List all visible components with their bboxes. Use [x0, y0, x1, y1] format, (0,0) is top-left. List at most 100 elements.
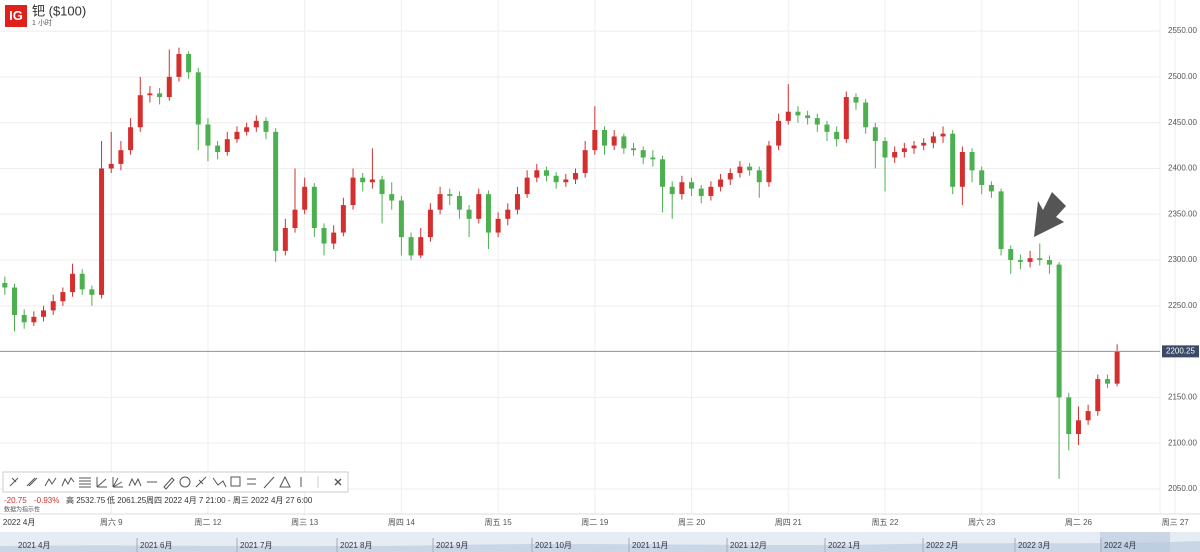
candle-body	[814, 118, 820, 125]
toolbar-box	[2, 471, 349, 493]
tool-icon[interactable]	[79, 477, 91, 488]
tool-icon[interactable]	[279, 475, 291, 488]
tool-icon[interactable]	[9, 477, 19, 487]
change-pct: -0.93%	[34, 496, 59, 505]
logo-box	[5, 5, 27, 27]
y-tick-label: 2100.00	[1168, 438, 1197, 447]
candle-body	[195, 72, 201, 125]
tool-icon[interactable]	[163, 477, 175, 490]
candle-body	[998, 191, 1004, 250]
candle-body	[1066, 397, 1072, 435]
range: 周四 2022 4月 7 21:00 - 周三 2022 4月 27 6:00	[146, 496, 313, 505]
candle-body	[437, 194, 443, 210]
note: 数据为指示性	[4, 506, 40, 514]
candle-body	[824, 124, 830, 132]
tool-icon[interactable]	[179, 476, 191, 488]
candle-body	[128, 127, 134, 151]
candle-body	[553, 175, 559, 183]
candle-body	[282, 227, 288, 251]
candle-body	[485, 194, 491, 233]
candle-body	[340, 205, 346, 233]
candle-body	[31, 316, 37, 323]
x-tick-label: 周二 12	[194, 518, 222, 527]
candle-body	[1095, 379, 1101, 412]
navigator-labels: 2021 4月 2021 6月 2021 7月 2021 8月 2021 9月 2021 …	[18, 538, 1136, 552]
navigator-label: 2021 9月	[436, 541, 468, 550]
candle-body	[514, 194, 520, 210]
tool-icon[interactable]	[230, 476, 241, 487]
candle-body	[108, 163, 114, 169]
tool-icon[interactable]	[61, 477, 75, 487]
tool-icon[interactable]	[263, 476, 275, 489]
candle-body	[273, 131, 279, 251]
candle-body	[408, 237, 414, 256]
candle-body	[940, 133, 946, 137]
candle-body	[524, 177, 530, 195]
high: 高 2532.75	[66, 495, 106, 505]
x-tick-label: 周六 23	[968, 517, 996, 527]
candle-body	[776, 120, 782, 146]
logo: IG	[9, 8, 23, 23]
tool-icon[interactable]	[195, 476, 207, 488]
x-tick-label: 周三 13	[291, 518, 319, 527]
tool-icon[interactable]	[112, 477, 123, 488]
x-tick-label: 周六 9	[100, 517, 123, 527]
candle-body	[1085, 411, 1091, 421]
candle-body	[698, 188, 704, 196]
candle-body	[157, 93, 163, 98]
candle-body	[1056, 264, 1062, 398]
navigator-label: 2022 3月	[1018, 541, 1050, 550]
navigator-label: 2021 10月	[535, 541, 572, 550]
tool-icon[interactable]	[26, 477, 38, 487]
candle-body	[427, 209, 433, 238]
tool-icon[interactable]	[247, 478, 256, 485]
y-tick-label: 2400.00	[1168, 164, 1197, 173]
y-tick-label: 2550.00	[1168, 26, 1197, 35]
grid	[0, 0, 1176, 514]
candle-body	[466, 209, 472, 219]
candle-body	[1046, 260, 1052, 265]
candle-body	[234, 131, 240, 140]
candle-body	[176, 54, 182, 77]
candle-body	[369, 179, 375, 183]
candle-body	[1017, 260, 1023, 262]
candle-body	[398, 200, 404, 238]
candle-body	[543, 170, 549, 176]
candle-body	[602, 130, 608, 146]
x-tick-label: 周四 14	[388, 518, 416, 527]
navigator-label: 2021 6月	[140, 541, 172, 550]
candle-body	[1008, 249, 1014, 261]
candle-body	[79, 273, 85, 290]
candle-body	[60, 292, 66, 302]
tool-icon[interactable]	[128, 477, 142, 487]
navigator-window[interactable]	[1100, 532, 1170, 552]
candle-body	[785, 111, 791, 121]
y-tick-label: 2050.00	[1168, 484, 1197, 493]
candle-body	[747, 166, 753, 171]
candle-body	[756, 170, 762, 183]
candle-body	[147, 93, 153, 96]
candle-body	[572, 173, 578, 180]
tool-icon[interactable]	[96, 477, 107, 488]
close-icon[interactable]	[334, 478, 342, 486]
candle-body	[563, 179, 569, 183]
candle-body	[689, 182, 695, 189]
candle-body	[99, 168, 105, 295]
navigator-label: 2021 8月	[340, 541, 372, 550]
candle-body	[737, 166, 743, 174]
candle-body	[708, 186, 714, 196]
candle-body	[418, 237, 424, 256]
y-tick-label: 2350.00	[1168, 209, 1197, 218]
candle-body	[611, 136, 617, 146]
candle-body	[1037, 258, 1043, 261]
candle-body	[456, 195, 462, 210]
candle-body	[360, 177, 366, 183]
tool-icon[interactable]	[44, 477, 57, 487]
candle-body	[1027, 258, 1033, 262]
candle-body	[988, 184, 994, 192]
y-tick-label: 2500.00	[1168, 72, 1197, 81]
candle-body	[901, 148, 907, 152]
tool-icon[interactable]	[212, 477, 227, 488]
candle-body	[950, 133, 956, 187]
